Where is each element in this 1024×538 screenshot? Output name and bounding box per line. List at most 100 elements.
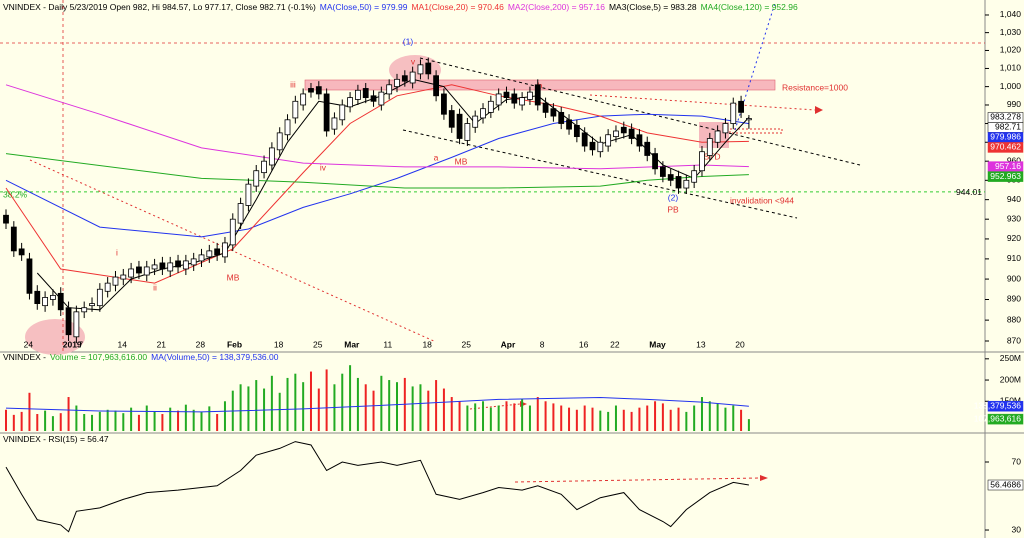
y-tick-label: 880 xyxy=(1007,314,1021,324)
series-line xyxy=(5,84,749,170)
candle-body xyxy=(605,134,612,147)
candle-body xyxy=(448,110,455,128)
x-tick-label: 25 xyxy=(462,339,472,349)
candle-body xyxy=(104,282,111,292)
volume-bar xyxy=(654,401,657,431)
series-line xyxy=(5,396,749,413)
candle-body xyxy=(691,170,698,183)
volume-bar xyxy=(435,380,438,431)
y-tick-label: 930 xyxy=(1007,213,1021,223)
candle-body xyxy=(511,93,518,104)
x-tick-label: 25 xyxy=(313,339,323,349)
volume-bar xyxy=(122,413,125,431)
volume-bar xyxy=(44,410,47,431)
volume-bar xyxy=(270,375,273,431)
legend-entry: MA3(Close,5) = 983.28 xyxy=(609,2,697,12)
candle-body xyxy=(222,242,228,258)
candle-body xyxy=(542,102,549,113)
candle-body xyxy=(34,290,41,304)
annotation: MB xyxy=(227,272,240,282)
volume-bar xyxy=(599,410,602,431)
volume-bar xyxy=(388,380,391,431)
volume-bar xyxy=(474,403,477,431)
volume-bar xyxy=(278,392,281,431)
candle-body xyxy=(81,307,88,313)
legend-entry: MA(Close,50) = 979.99 xyxy=(320,2,408,12)
volume-bar xyxy=(747,419,750,431)
y-tick-label: 30 xyxy=(1012,524,1022,534)
candle-body xyxy=(65,307,72,336)
volume-bar xyxy=(114,410,117,431)
value-box-label: 952.963 xyxy=(990,171,1021,181)
candle-body xyxy=(738,100,744,113)
y-tick-label: 890 xyxy=(1007,294,1021,304)
candle-body xyxy=(10,226,17,252)
legend-entry: MA2(Close,200) = 957.16 xyxy=(508,2,605,12)
candle-body xyxy=(519,97,526,106)
volume-bar xyxy=(106,409,109,431)
volume-bar xyxy=(91,414,94,431)
candle-body xyxy=(573,124,580,138)
y-tick-label: 870 xyxy=(1007,335,1021,345)
x-tick-label: 18 xyxy=(274,339,284,349)
candle-body xyxy=(229,218,236,246)
volume-bar xyxy=(607,411,610,431)
candle-body xyxy=(300,93,307,106)
x-tick-label: May xyxy=(649,339,666,349)
candle-body xyxy=(268,147,275,166)
candle-body xyxy=(128,268,135,278)
candle-body xyxy=(597,141,604,153)
candle-body xyxy=(652,153,658,170)
value-box-label: 138,379,536 xyxy=(974,400,1022,410)
reference-label: 944.01 xyxy=(956,187,982,197)
volume-bar xyxy=(583,405,586,431)
volume-bar xyxy=(568,407,571,431)
x-tick-label: 20 xyxy=(735,339,745,349)
annotation: ii xyxy=(153,282,157,292)
candle-body xyxy=(175,260,181,268)
header-title: VNINDEX - xyxy=(3,352,46,362)
candle-body xyxy=(746,118,752,121)
candle-body xyxy=(464,123,471,141)
candle-body xyxy=(42,297,48,307)
volume-bar xyxy=(732,405,735,431)
volume-bar xyxy=(708,401,711,431)
annotation: MB xyxy=(455,156,468,166)
y-tick-label: 990 xyxy=(1007,99,1021,109)
volume-bar xyxy=(489,407,492,431)
candle-body xyxy=(534,84,541,106)
candle-body xyxy=(3,214,9,224)
candle-body xyxy=(386,84,393,95)
candle-body xyxy=(558,111,565,124)
annotation: (2) xyxy=(668,192,679,202)
candle-body xyxy=(362,88,369,99)
candle-body xyxy=(378,91,385,106)
x-tick-label: 28 xyxy=(196,339,206,349)
candle-body xyxy=(589,141,596,151)
x-tick-label: Feb xyxy=(227,339,242,349)
volume-bar xyxy=(677,407,680,431)
volume-bar xyxy=(685,411,688,431)
annotation: iv xyxy=(320,162,327,172)
candle-body xyxy=(167,262,174,272)
candle-body xyxy=(354,89,361,100)
value-box xyxy=(987,171,1024,182)
candle-body xyxy=(620,126,627,134)
volume-bar xyxy=(325,369,328,431)
annotation: invalidation <944 xyxy=(730,195,794,205)
volume-bar xyxy=(200,411,203,431)
series-line xyxy=(5,153,749,189)
candle-body xyxy=(503,91,510,99)
volume-bar xyxy=(216,414,219,431)
value-box-label: 970.462 xyxy=(990,142,1021,152)
volume-bar xyxy=(482,401,485,431)
candle-body xyxy=(190,258,197,266)
candle-body xyxy=(253,170,260,187)
volume-bar xyxy=(450,397,453,431)
x-tick-label: 24 xyxy=(24,339,34,349)
legend-entry: MA4(Close,120) = 952.96 xyxy=(701,2,798,12)
candle-body xyxy=(159,262,166,270)
value-box xyxy=(987,479,1024,491)
candle-body xyxy=(26,258,33,294)
